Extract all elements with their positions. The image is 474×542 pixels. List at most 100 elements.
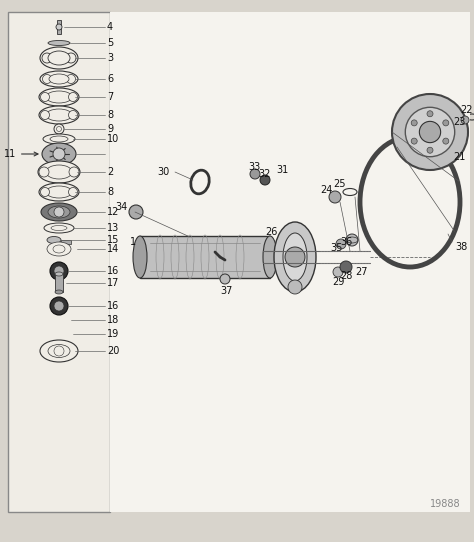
Circle shape [392,94,468,170]
Text: 27: 27 [355,267,367,277]
Text: 14: 14 [107,244,119,254]
Text: 20: 20 [107,346,119,356]
Text: 4: 4 [107,22,113,32]
Ellipse shape [41,203,77,221]
Circle shape [54,207,64,217]
Circle shape [285,247,305,267]
Bar [8,12,110,512]
Text: 19: 19 [107,329,119,339]
Ellipse shape [48,345,70,358]
Circle shape [129,205,143,219]
Text: 36: 36 [340,237,352,247]
Bar [57,20,61,34]
Ellipse shape [55,290,63,294]
Text: 8: 8 [107,110,113,120]
Text: 29: 29 [332,277,345,287]
Circle shape [54,301,64,311]
Ellipse shape [38,161,80,183]
Circle shape [220,274,230,284]
Ellipse shape [42,143,76,165]
Text: 25: 25 [333,179,346,189]
Text: 5: 5 [107,38,113,48]
Circle shape [411,138,417,144]
Ellipse shape [69,167,79,177]
Text: 18: 18 [107,315,119,325]
Ellipse shape [40,340,78,362]
Ellipse shape [133,236,147,278]
Ellipse shape [40,93,49,101]
Ellipse shape [39,106,79,124]
Text: 6: 6 [107,74,113,84]
Ellipse shape [283,233,307,281]
Ellipse shape [47,242,71,256]
Ellipse shape [46,109,72,121]
Text: 16: 16 [107,266,119,276]
Text: 33: 33 [248,162,260,172]
Circle shape [336,239,346,249]
Text: 38: 38 [455,242,467,252]
Text: 15: 15 [107,235,119,245]
Text: 10: 10 [107,134,119,144]
Bar [61,240,71,244]
Circle shape [56,126,62,132]
Ellipse shape [50,136,68,142]
Text: 8: 8 [107,187,113,197]
Ellipse shape [69,188,78,197]
Ellipse shape [274,222,316,292]
Text: 22: 22 [460,105,473,115]
Text: 34: 34 [115,202,127,212]
Bar [110,12,470,512]
Ellipse shape [39,183,79,201]
Text: 37: 37 [220,286,232,296]
Ellipse shape [40,111,49,119]
Circle shape [340,261,352,273]
Circle shape [56,24,62,30]
Bar [55,274,63,292]
Circle shape [260,175,270,185]
Ellipse shape [69,111,78,119]
Text: 23: 23 [453,117,465,127]
Ellipse shape [66,53,76,63]
Ellipse shape [53,245,65,253]
Circle shape [288,280,302,294]
Text: 21: 21 [453,152,465,162]
Ellipse shape [39,88,79,106]
Text: 12: 12 [107,207,119,217]
Ellipse shape [48,41,70,46]
Text: 19888: 19888 [430,499,461,509]
Ellipse shape [39,167,49,177]
Ellipse shape [42,53,52,63]
Ellipse shape [263,236,277,278]
Text: 31: 31 [276,165,288,175]
Text: 2: 2 [107,167,113,177]
Circle shape [443,120,449,126]
Text: 26: 26 [265,227,277,237]
Ellipse shape [43,134,75,144]
Text: 30: 30 [157,167,169,177]
Circle shape [53,148,65,160]
Text: 9: 9 [107,124,113,134]
Ellipse shape [47,236,61,243]
Circle shape [54,266,64,276]
Circle shape [333,267,343,277]
Circle shape [443,138,449,144]
Ellipse shape [69,93,78,101]
Circle shape [54,124,64,134]
Ellipse shape [55,272,63,276]
Ellipse shape [51,225,67,230]
Circle shape [250,169,260,179]
Ellipse shape [40,71,78,87]
Text: 17: 17 [107,278,119,288]
Circle shape [54,346,64,356]
Text: 35: 35 [330,243,342,253]
Circle shape [50,297,68,315]
FancyBboxPatch shape [36,236,82,262]
Ellipse shape [43,74,52,83]
Circle shape [346,234,358,246]
Circle shape [461,116,469,124]
Ellipse shape [66,74,75,83]
Bar [335,220,355,280]
Circle shape [427,147,433,153]
Text: 24: 24 [320,185,332,195]
Ellipse shape [46,165,72,179]
